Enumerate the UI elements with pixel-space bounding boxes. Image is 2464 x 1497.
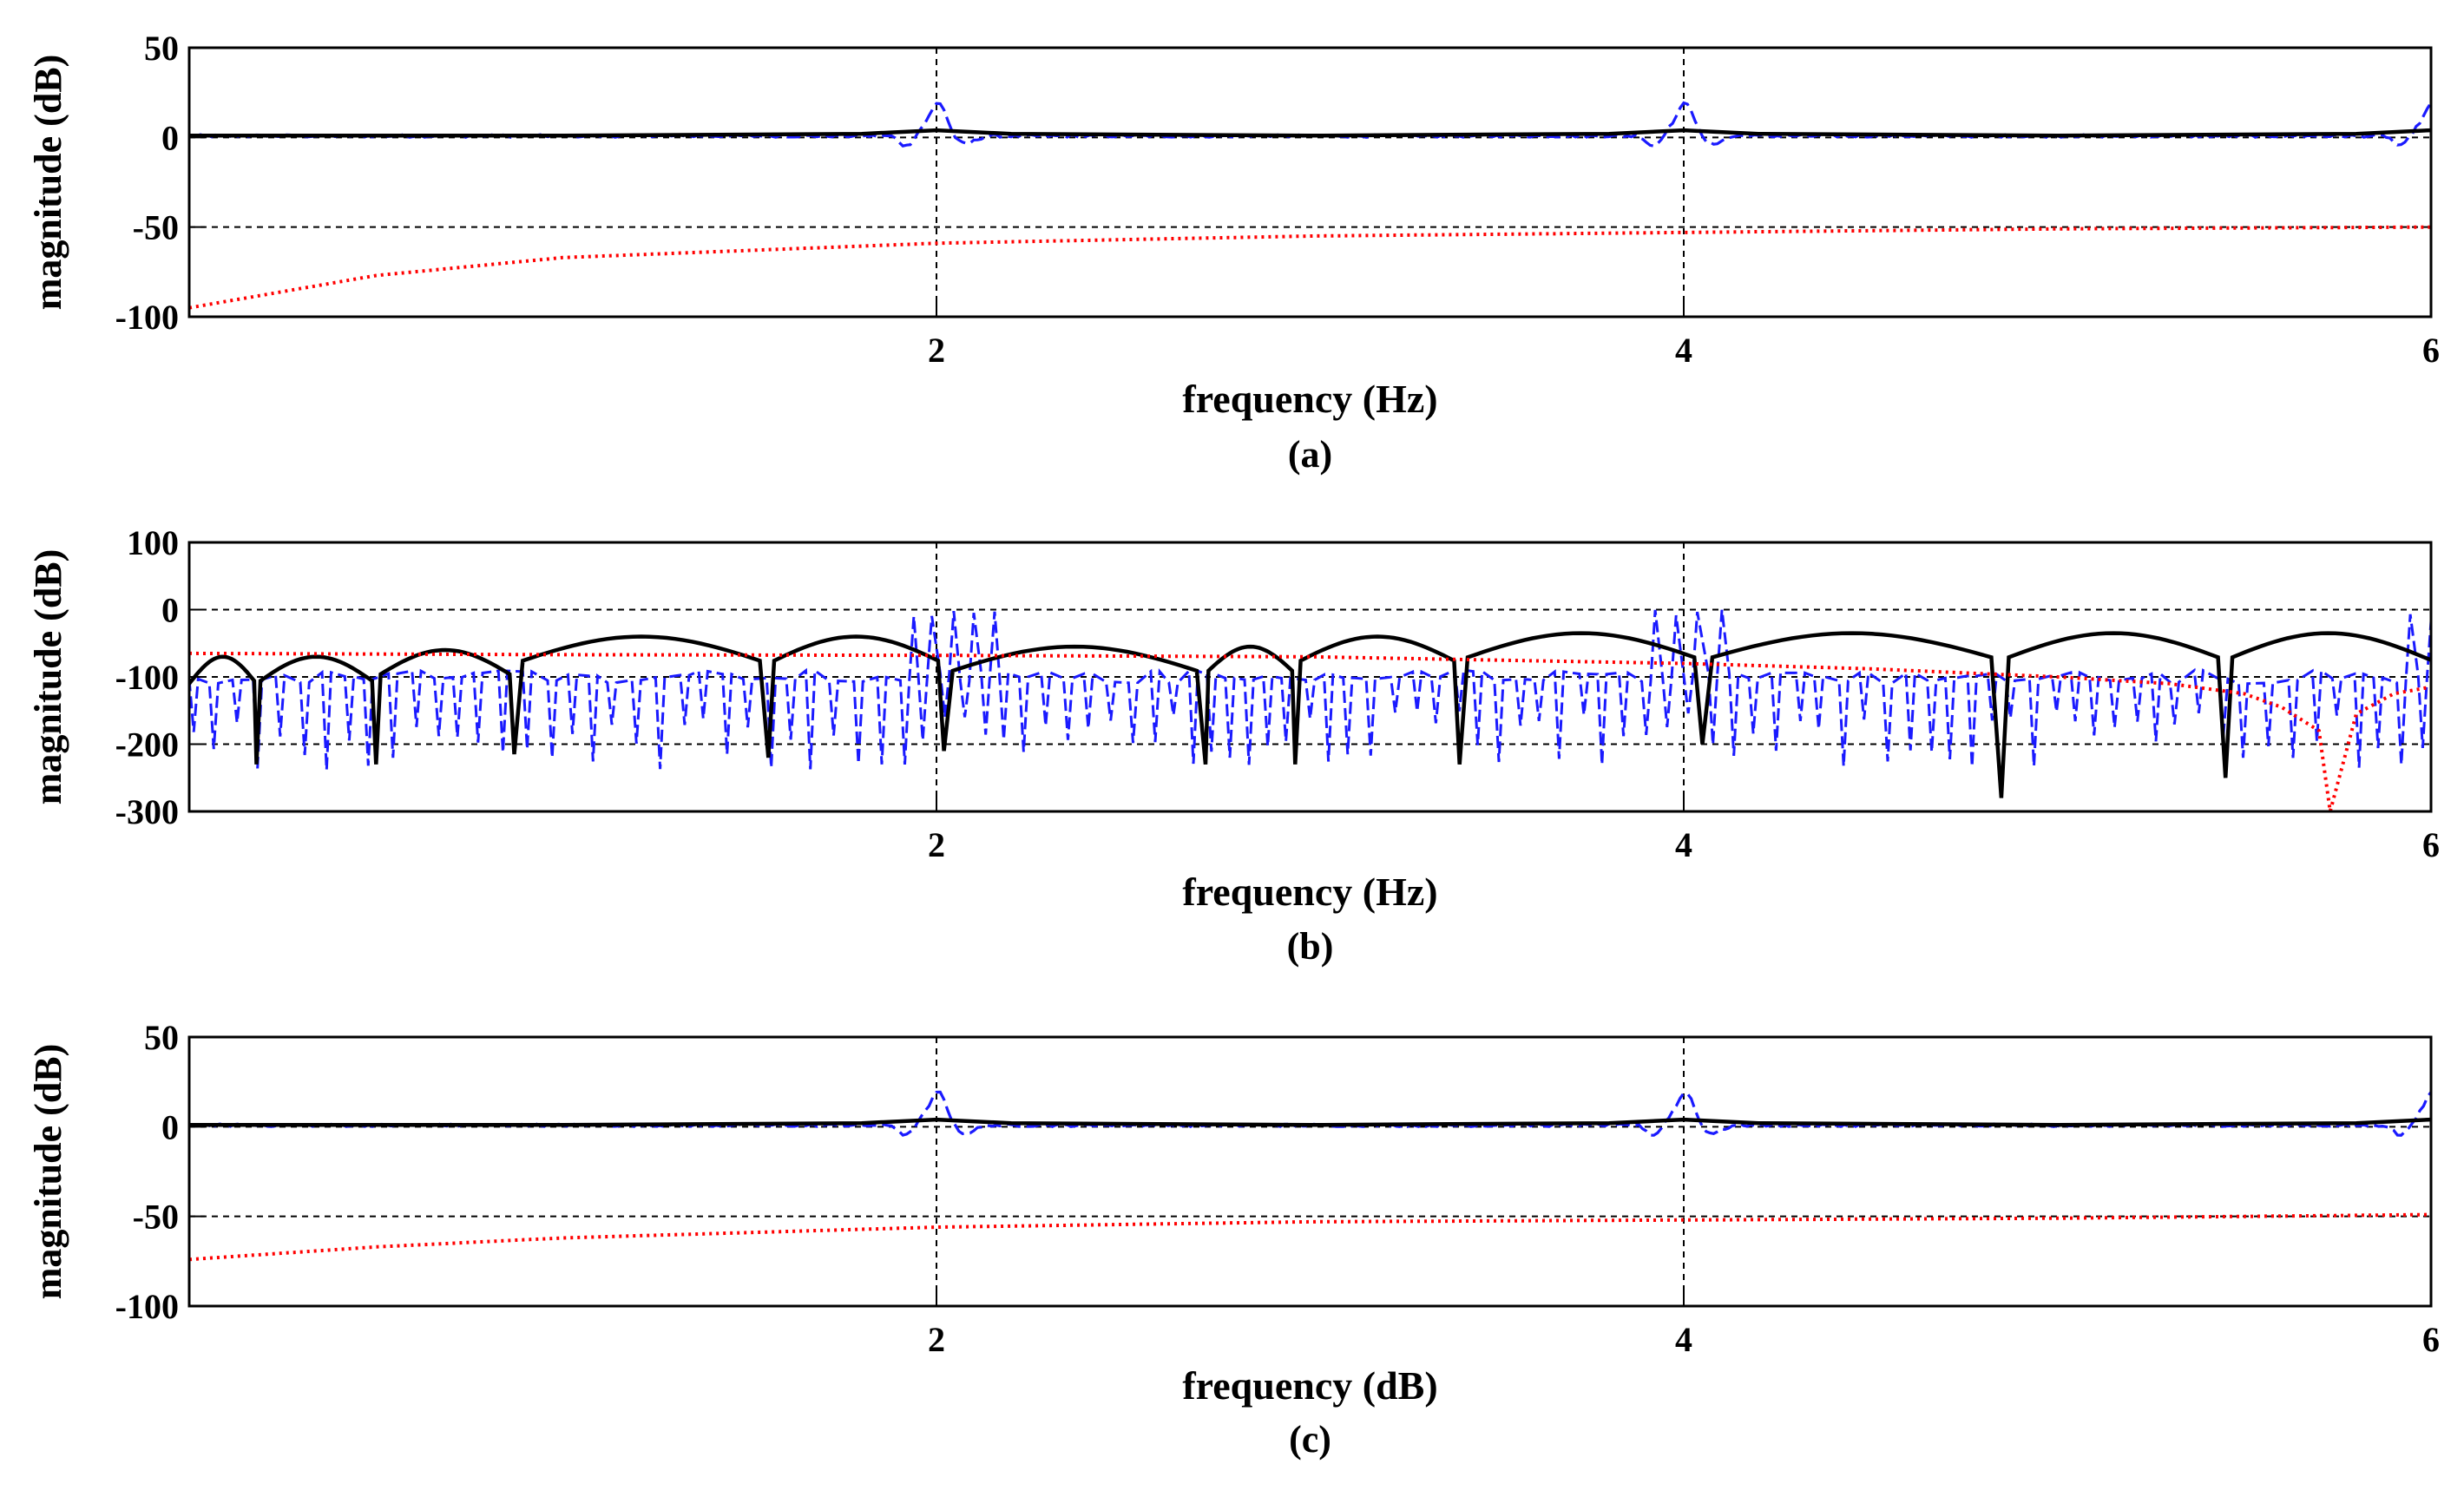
y-tick-label: -100: [115, 298, 179, 337]
series-red-dotted: [189, 651, 2431, 811]
x-axis-label: frequency (Hz): [1182, 377, 1437, 421]
y-tick-label: -300: [115, 792, 179, 831]
y-tick-label: 0: [161, 591, 179, 630]
x-tick-label: 2: [928, 331, 945, 370]
y-tick-label: -100: [115, 658, 179, 697]
x-tick-label: 2: [928, 1320, 945, 1359]
x-tick-label: 6: [2422, 1320, 2440, 1359]
series-blue-dashed: [189, 1090, 2431, 1137]
axes-frame: [187, 1035, 2433, 1308]
series-red-dotted: [189, 225, 2431, 310]
panel-c: -100 -50 0 50 2 4 6 frequency (dB) magnitude (dB…: [27, 1018, 2440, 1461]
panel-b: -300 -200 -100 0 100 2 4 6 frequency (Hz) magnitu…: [27, 523, 2440, 968]
series-black-solid: [189, 1117, 2431, 1127]
series-black-solid: [189, 631, 2431, 798]
y-tick-label: -100: [115, 1287, 179, 1326]
y-tick-label: -200: [115, 726, 179, 765]
series-blue-dashed: [189, 101, 2431, 148]
plot-area: [189, 1090, 2431, 1262]
y-axis-label: magnitude (dB): [27, 1044, 69, 1300]
panel-caption: (b): [1287, 925, 1334, 968]
y-tick-label: 0: [161, 118, 179, 157]
x-tick-label: 4: [1675, 1320, 1692, 1359]
x-tick-label: 4: [1675, 331, 1692, 370]
x-tick-label: 6: [2422, 331, 2440, 370]
panel-caption: (a): [1288, 433, 1332, 476]
y-tick-label: 100: [127, 523, 179, 562]
plot-area: [189, 609, 2431, 811]
y-tick-label: -50: [133, 208, 179, 247]
x-tick-label: 4: [1675, 825, 1692, 864]
panel-caption: (c): [1289, 1418, 1331, 1461]
y-tick-label: 50: [144, 29, 179, 68]
panel-a: -100 -50 0 50 2 4 6 frequency (Hz) magnitude (dB…: [27, 29, 2440, 476]
y-axis-label: magnitude (dB): [27, 55, 69, 311]
y-tick-label: -50: [133, 1198, 179, 1237]
x-axis-label: frequency (dB): [1182, 1363, 1437, 1408]
series-red-dotted: [189, 1212, 2431, 1262]
plot-area: [189, 101, 2431, 310]
x-axis-label: frequency (Hz): [1182, 870, 1437, 914]
x-tick-label: 2: [928, 825, 945, 864]
x-tick-label: 6: [2422, 825, 2440, 864]
y-tick-label: 0: [161, 1107, 179, 1146]
y-axis-label: magnitude (dB): [27, 549, 69, 805]
y-tick-label: 50: [144, 1018, 179, 1057]
axes-frame: [187, 46, 2433, 318]
series-black-solid: [189, 128, 2431, 138]
series-blue-dashed: [189, 609, 2431, 771]
